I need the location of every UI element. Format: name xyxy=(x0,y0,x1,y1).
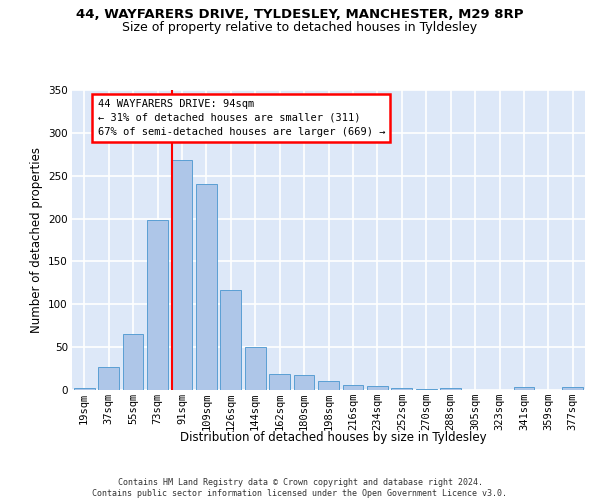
Bar xyxy=(293,374,314,390)
Bar xyxy=(367,386,388,390)
Text: 44 WAYFARERS DRIVE: 94sqm
← 31% of detached houses are smaller (311)
67% of semi: 44 WAYFARERS DRIVE: 94sqm ← 31% of detac… xyxy=(98,99,385,137)
Text: Distribution of detached houses by size in Tyldesley: Distribution of detached houses by size … xyxy=(179,431,487,444)
Bar xyxy=(343,385,364,390)
Text: Size of property relative to detached houses in Tyldesley: Size of property relative to detached ho… xyxy=(122,22,478,35)
Bar xyxy=(245,347,266,390)
Bar xyxy=(196,184,217,390)
Text: 44, WAYFARERS DRIVE, TYLDESLEY, MANCHESTER, M29 8RP: 44, WAYFARERS DRIVE, TYLDESLEY, MANCHEST… xyxy=(76,8,524,20)
Bar xyxy=(269,374,290,390)
Bar xyxy=(514,386,535,390)
Bar xyxy=(416,389,437,390)
Bar xyxy=(74,388,95,390)
Bar xyxy=(122,334,143,390)
Bar xyxy=(440,388,461,390)
Bar xyxy=(98,367,119,390)
Bar xyxy=(391,388,412,390)
Bar xyxy=(172,160,193,390)
Bar xyxy=(220,290,241,390)
Bar xyxy=(318,382,339,390)
Bar xyxy=(562,386,583,390)
Text: Contains HM Land Registry data © Crown copyright and database right 2024.
Contai: Contains HM Land Registry data © Crown c… xyxy=(92,478,508,498)
Y-axis label: Number of detached properties: Number of detached properties xyxy=(29,147,43,333)
Bar xyxy=(147,220,168,390)
